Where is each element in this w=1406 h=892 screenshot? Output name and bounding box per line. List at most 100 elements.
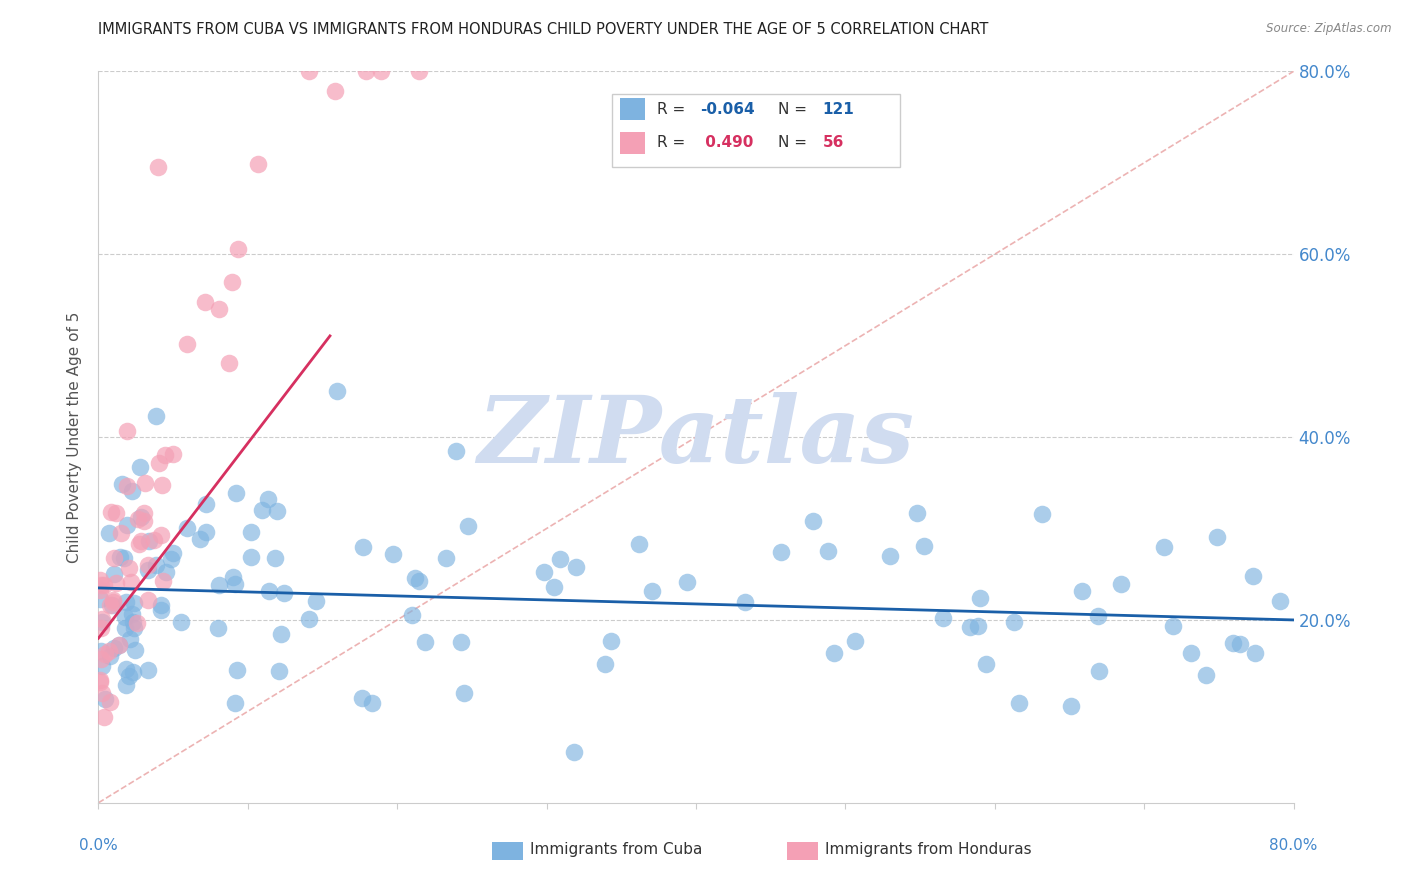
Point	[93, 647, 115, 661]
Point	[1244, 646, 1267, 660]
Point	[436, 550, 458, 565]
Point	[305, 593, 328, 607]
Point	[207, 621, 229, 635]
Point	[297, 611, 319, 625]
Point	[370, 64, 392, 78]
Point	[89, 673, 111, 688]
Point	[98, 649, 121, 664]
Point	[1153, 540, 1175, 554]
Point	[457, 519, 479, 533]
Point	[270, 627, 292, 641]
Point	[1222, 636, 1244, 650]
Point	[136, 592, 159, 607]
Point	[129, 534, 152, 549]
Point	[115, 424, 138, 438]
Point	[408, 64, 430, 78]
Point	[103, 550, 125, 565]
Point	[101, 595, 124, 609]
Point	[250, 503, 273, 517]
Point	[1243, 569, 1265, 583]
Point	[90, 577, 112, 591]
Point	[257, 491, 280, 506]
Point	[1088, 664, 1111, 678]
Point	[450, 635, 472, 649]
Point	[176, 336, 198, 351]
Point	[1109, 576, 1132, 591]
Point	[118, 632, 141, 646]
Point	[226, 242, 249, 256]
Point	[593, 657, 616, 672]
Point	[361, 696, 384, 710]
Point	[138, 534, 160, 549]
Point	[273, 586, 295, 600]
Point	[91, 659, 114, 673]
Point	[153, 448, 176, 462]
Point	[905, 506, 928, 520]
Point	[101, 592, 124, 607]
Point	[446, 444, 468, 458]
Point	[1031, 507, 1053, 521]
Y-axis label: Child Poverty Under the Age of 5: Child Poverty Under the Age of 5	[67, 311, 83, 563]
Point	[152, 574, 174, 588]
Point	[1180, 646, 1202, 660]
Point	[89, 675, 111, 690]
Point	[1070, 584, 1092, 599]
Point	[221, 275, 243, 289]
Point	[148, 456, 170, 470]
Point	[149, 598, 172, 612]
Text: ZIPatlas: ZIPatlas	[478, 392, 914, 482]
Point	[89, 592, 111, 607]
Point	[959, 619, 981, 633]
Point	[326, 384, 349, 399]
Point	[565, 560, 588, 574]
Point	[91, 686, 114, 700]
Point	[1229, 637, 1251, 651]
Text: 121: 121	[823, 103, 855, 117]
Point	[117, 479, 139, 493]
Point	[128, 537, 150, 551]
Point	[533, 565, 555, 579]
Text: -0.064: -0.064	[700, 103, 755, 117]
Point	[122, 596, 145, 610]
Point	[247, 157, 270, 171]
Text: 0.0%: 0.0%	[79, 838, 118, 853]
Point	[103, 567, 125, 582]
Point	[550, 552, 572, 566]
Point	[266, 504, 288, 518]
Point	[111, 477, 134, 491]
Point	[162, 447, 184, 461]
Point	[128, 460, 150, 475]
Point	[115, 594, 138, 608]
Point	[1270, 594, 1292, 608]
Text: N =: N =	[778, 103, 811, 117]
Point	[129, 509, 152, 524]
Point	[145, 558, 167, 573]
Point	[298, 64, 321, 78]
Point	[413, 635, 436, 649]
Point	[108, 550, 131, 565]
Point	[90, 651, 112, 665]
Text: 56: 56	[823, 136, 844, 150]
Point	[90, 644, 112, 658]
Point	[122, 615, 145, 629]
Point	[162, 546, 184, 560]
Point	[143, 533, 166, 547]
Text: Source: ZipAtlas.com: Source: ZipAtlas.com	[1267, 22, 1392, 36]
Point	[879, 549, 901, 563]
Point	[381, 547, 404, 561]
Point	[222, 570, 245, 584]
Point	[599, 634, 621, 648]
Point	[90, 622, 112, 636]
Point	[188, 532, 211, 546]
Point	[734, 595, 756, 609]
Point	[176, 521, 198, 535]
Point	[1161, 619, 1184, 633]
Point	[89, 582, 111, 597]
Point	[134, 514, 156, 528]
Point	[1002, 615, 1025, 630]
Point	[323, 84, 346, 98]
Point	[224, 576, 246, 591]
Point	[110, 525, 132, 540]
Point	[89, 574, 111, 588]
Point	[912, 539, 935, 553]
